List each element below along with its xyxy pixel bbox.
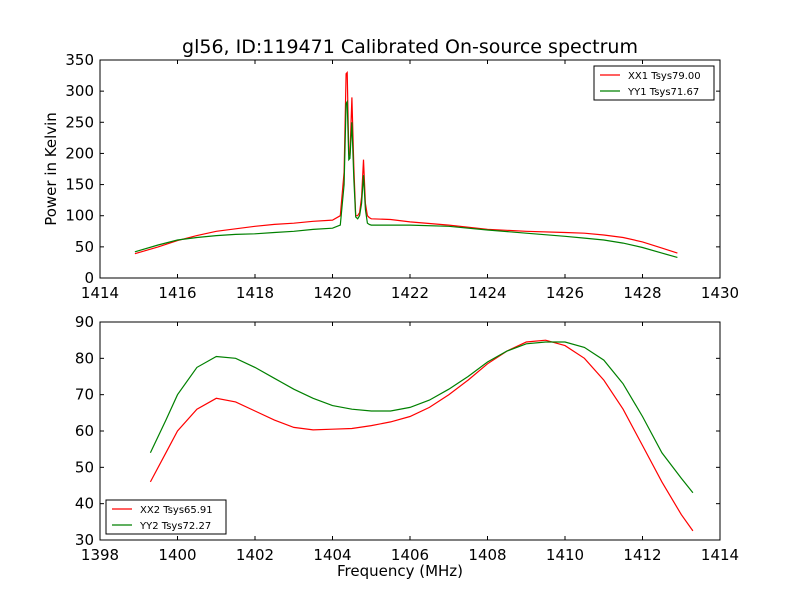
- y-tick-label: 350: [65, 51, 94, 69]
- chart-legend: XX2 Tsys65.91 YY2 Tsys72.27: [105, 499, 227, 535]
- y-tick-label: 0: [84, 269, 94, 287]
- y-tick-label: 90: [75, 313, 94, 331]
- chart-panels: 1414 1416 1418 1420 1422 1424 1426 1428 14300501…: [42, 51, 739, 580]
- series-line-xx1: [134, 70, 678, 255]
- x-tick-label: 1426: [546, 284, 584, 302]
- x-tick-label: 1400: [158, 546, 196, 564]
- x-tick-label: 1418: [236, 284, 274, 302]
- legend-label: XX2 Tsys65.91: [140, 505, 213, 516]
- legend-label: XX1 Tsys79.00: [628, 71, 701, 82]
- x-tick-label: 1424: [468, 284, 506, 302]
- x-axis-label: Frequency (MHz): [337, 562, 463, 580]
- x-tick-label: 1420: [313, 284, 351, 302]
- y-tick-label: 200: [65, 144, 94, 162]
- chart-panel-2: 1398 1400 1402 1404 1406 1408 1410 1412 1414 30 40…: [75, 313, 739, 580]
- x-tick-label: 1414: [81, 284, 119, 302]
- y-tick-label: 250: [65, 113, 94, 131]
- legend-label: YY1 Tsys71.67: [627, 87, 699, 98]
- x-tick-label: 1414: [701, 546, 739, 564]
- x-tick-label: 1416: [158, 284, 196, 302]
- y-tick-label: 60: [75, 422, 94, 440]
- legend-box: [105, 499, 227, 535]
- y-tick-label: 100: [65, 207, 94, 225]
- x-tick-label: 1406: [391, 546, 429, 564]
- y-tick-label: 80: [75, 349, 94, 367]
- legend-box: [593, 65, 715, 101]
- series-line-xx2: [149, 339, 694, 532]
- x-tick-label: 1422: [391, 284, 429, 302]
- x-tick-label: 1404: [313, 546, 351, 564]
- y-tick-label: 50: [75, 238, 94, 256]
- chart-panel-1: 1414 1416 1418 1420 1422 1424 1426 1428 1430 0 50 1…: [42, 51, 739, 302]
- x-tick-label: 1430: [701, 284, 739, 302]
- series-line-yy2: [149, 341, 694, 494]
- x-tick-label: 1408: [468, 546, 506, 564]
- x-tick-label: 1398: [81, 546, 119, 564]
- x-tick-label: 1428: [623, 284, 661, 302]
- y-axis-label: Power in Kelvin: [42, 112, 60, 226]
- y-tick-label: 70: [75, 386, 94, 404]
- y-tick-label: 30: [75, 531, 94, 549]
- legend-label: YY2 Tsys72.27: [139, 521, 211, 532]
- series-line-yy1: [134, 99, 678, 258]
- chart-legend: XX1 Tsys79.00 YY1 Tsys71.67: [593, 65, 715, 101]
- x-tick-label: 1410: [546, 546, 584, 564]
- y-tick-label: 300: [65, 82, 94, 100]
- x-tick-label: 1412: [623, 546, 661, 564]
- y-tick-label: 50: [75, 458, 94, 476]
- y-tick-label: 40: [75, 495, 94, 513]
- chart-title: gl56, ID:119471 Calibrated On-source spe…: [182, 36, 638, 58]
- x-tick-label: 1402: [236, 546, 274, 564]
- y-tick-label: 150: [65, 176, 94, 194]
